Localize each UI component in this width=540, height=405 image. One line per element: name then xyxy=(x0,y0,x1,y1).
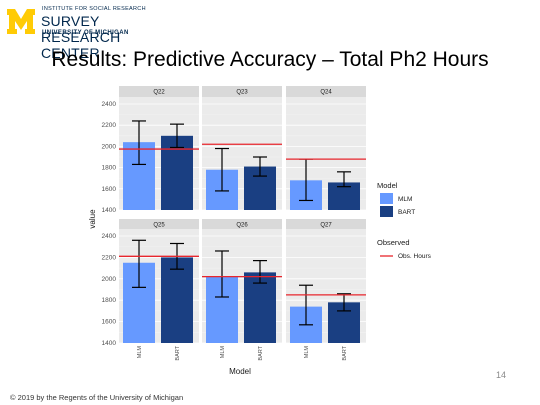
umich-isr-logo: INSTITUTE FOR SOCIAL RESEARCH SURVEY RES… xyxy=(6,4,181,61)
y-tick-label: 1800 xyxy=(102,297,117,304)
copyright-footer: © 2019 by the Regents of the University … xyxy=(10,393,184,402)
y-tick-label: 2200 xyxy=(102,254,117,261)
y-tick-label: 2400 xyxy=(102,101,117,108)
legend-mlm-label: MLM xyxy=(398,196,412,203)
y-tick-label: 2000 xyxy=(102,143,117,150)
y-tick-label: 1400 xyxy=(102,207,117,214)
y-tick-label: 2200 xyxy=(102,122,117,129)
legend-observed-label: Obs. Hours xyxy=(398,253,432,260)
panel-strip xyxy=(119,86,199,97)
x-tick-label: BART xyxy=(342,345,348,360)
panel-label: Q23 xyxy=(236,90,248,96)
y-tick-label: 1600 xyxy=(102,319,117,326)
bart-bar xyxy=(161,257,193,343)
y-tick-label: 1800 xyxy=(102,165,117,172)
bart-bar xyxy=(161,135,193,210)
legend-mlm-swatch xyxy=(380,193,393,204)
x-tick-label: BART xyxy=(175,345,181,360)
panel-strip xyxy=(202,219,282,229)
page-number: 14 xyxy=(496,370,507,380)
panel-label: Q24 xyxy=(320,90,332,96)
y-tick-label: 2000 xyxy=(102,276,117,283)
y-tick-label: 1600 xyxy=(102,186,117,193)
x-tick-label: MLM xyxy=(137,346,143,359)
x-tick-label: MLM xyxy=(304,346,310,359)
legend-bart-label: BART xyxy=(398,209,415,216)
legend-bart-swatch xyxy=(380,206,393,217)
org-line-3: UNIVERSITY OF MICHIGAN xyxy=(42,30,129,36)
x-tick-label: MLM xyxy=(220,346,226,359)
org-line-2: SURVEY RESEARCH CENTER xyxy=(41,13,121,61)
panel-strip xyxy=(202,86,282,97)
panel-strip xyxy=(286,219,366,229)
x-tick-label: BART xyxy=(258,345,264,360)
slide-title: Results: Predictive Accuracy – Total Ph2… xyxy=(51,48,489,71)
y-axis-title: value xyxy=(88,209,97,229)
panel-strip xyxy=(286,86,366,97)
panel-label: Q27 xyxy=(320,223,332,229)
y-tick-label: 1400 xyxy=(102,340,117,347)
panel-label: Q25 xyxy=(153,223,165,229)
block-m-logo-icon xyxy=(7,9,35,34)
y-tick-label: 2400 xyxy=(102,233,117,240)
panel-strip xyxy=(119,219,199,229)
panel-label: Q22 xyxy=(153,90,165,96)
panel-label: Q26 xyxy=(236,223,248,229)
bart-bar xyxy=(244,272,276,343)
legend-observed-title: Observed xyxy=(377,238,410,247)
org-line-1: INSTITUTE FOR SOCIAL RESEARCH xyxy=(42,6,146,12)
x-axis-title: Model xyxy=(229,367,251,376)
legend-model-title: Model xyxy=(377,181,398,190)
